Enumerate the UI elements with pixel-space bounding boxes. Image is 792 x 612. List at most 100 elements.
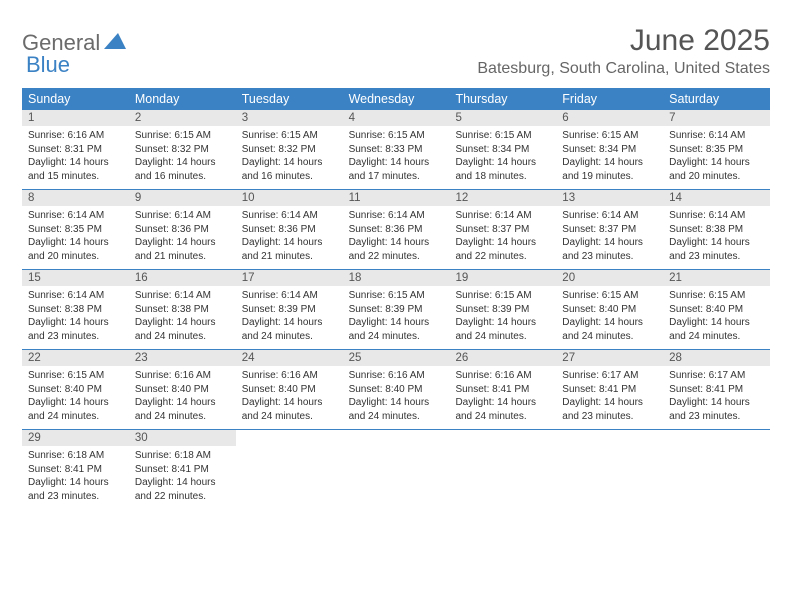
day-cell: 26Sunrise: 6:16 AMSunset: 8:41 PMDayligh… [449, 350, 556, 429]
day-header-thursday: Thursday [449, 88, 556, 110]
day-details: Sunrise: 6:14 AMSunset: 8:38 PMDaylight:… [22, 286, 129, 349]
day-details: Sunrise: 6:17 AMSunset: 8:41 PMDaylight:… [663, 366, 770, 429]
day-details: Sunrise: 6:14 AMSunset: 8:38 PMDaylight:… [663, 206, 770, 269]
week-row: 29Sunrise: 6:18 AMSunset: 8:41 PMDayligh… [22, 430, 770, 509]
day-details: Sunrise: 6:14 AMSunset: 8:36 PMDaylight:… [236, 206, 343, 269]
day-details: Sunrise: 6:14 AMSunset: 8:36 PMDaylight:… [129, 206, 236, 269]
day-details: Sunrise: 6:15 AMSunset: 8:32 PMDaylight:… [236, 126, 343, 189]
day-details: Sunrise: 6:14 AMSunset: 8:35 PMDaylight:… [663, 126, 770, 189]
week-row: 15Sunrise: 6:14 AMSunset: 8:38 PMDayligh… [22, 270, 770, 350]
day-cell: 18Sunrise: 6:15 AMSunset: 8:39 PMDayligh… [343, 270, 450, 349]
day-cell: 27Sunrise: 6:17 AMSunset: 8:41 PMDayligh… [556, 350, 663, 429]
day-number: 18 [343, 270, 450, 286]
day-details: Sunrise: 6:15 AMSunset: 8:33 PMDaylight:… [343, 126, 450, 189]
day-number: 27 [556, 350, 663, 366]
empty-cell [343, 430, 450, 509]
day-cell: 19Sunrise: 6:15 AMSunset: 8:39 PMDayligh… [449, 270, 556, 349]
logo-triangle-icon [104, 33, 126, 54]
day-cell: 21Sunrise: 6:15 AMSunset: 8:40 PMDayligh… [663, 270, 770, 349]
day-number: 16 [129, 270, 236, 286]
day-number: 6 [556, 110, 663, 126]
day-cell: 25Sunrise: 6:16 AMSunset: 8:40 PMDayligh… [343, 350, 450, 429]
day-cell: 1Sunrise: 6:16 AMSunset: 8:31 PMDaylight… [22, 110, 129, 189]
day-details: Sunrise: 6:15 AMSunset: 8:40 PMDaylight:… [663, 286, 770, 349]
day-header-friday: Friday [556, 88, 663, 110]
week-row: 1Sunrise: 6:16 AMSunset: 8:31 PMDaylight… [22, 110, 770, 190]
title-block: June 2025 Batesburg, South Carolina, Uni… [477, 24, 770, 78]
day-number: 14 [663, 190, 770, 206]
day-header-wednesday: Wednesday [343, 88, 450, 110]
page-header: General June 2025 Batesburg, South Carol… [22, 24, 770, 78]
day-cell: 10Sunrise: 6:14 AMSunset: 8:36 PMDayligh… [236, 190, 343, 269]
day-number: 28 [663, 350, 770, 366]
day-number: 29 [22, 430, 129, 446]
day-number: 21 [663, 270, 770, 286]
day-number: 19 [449, 270, 556, 286]
day-number: 30 [129, 430, 236, 446]
day-cell: 16Sunrise: 6:14 AMSunset: 8:38 PMDayligh… [129, 270, 236, 349]
empty-cell [236, 430, 343, 509]
day-cell: 3Sunrise: 6:15 AMSunset: 8:32 PMDaylight… [236, 110, 343, 189]
day-details: Sunrise: 6:18 AMSunset: 8:41 PMDaylight:… [22, 446, 129, 509]
day-cell: 20Sunrise: 6:15 AMSunset: 8:40 PMDayligh… [556, 270, 663, 349]
day-details: Sunrise: 6:14 AMSunset: 8:38 PMDaylight:… [129, 286, 236, 349]
week-row: 22Sunrise: 6:15 AMSunset: 8:40 PMDayligh… [22, 350, 770, 430]
day-cell: 13Sunrise: 6:14 AMSunset: 8:37 PMDayligh… [556, 190, 663, 269]
month-title: June 2025 [477, 24, 770, 58]
day-cell: 6Sunrise: 6:15 AMSunset: 8:34 PMDaylight… [556, 110, 663, 189]
day-cell: 7Sunrise: 6:14 AMSunset: 8:35 PMDaylight… [663, 110, 770, 189]
empty-cell [556, 430, 663, 509]
day-details: Sunrise: 6:14 AMSunset: 8:36 PMDaylight:… [343, 206, 450, 269]
empty-cell [663, 430, 770, 509]
day-number: 25 [343, 350, 450, 366]
day-details: Sunrise: 6:15 AMSunset: 8:34 PMDaylight:… [556, 126, 663, 189]
weeks-container: 1Sunrise: 6:16 AMSunset: 8:31 PMDaylight… [22, 110, 770, 509]
day-number: 13 [556, 190, 663, 206]
day-number: 17 [236, 270, 343, 286]
day-number: 20 [556, 270, 663, 286]
day-number: 3 [236, 110, 343, 126]
day-header-sunday: Sunday [22, 88, 129, 110]
empty-cell [449, 430, 556, 509]
week-row: 8Sunrise: 6:14 AMSunset: 8:35 PMDaylight… [22, 190, 770, 270]
day-details: Sunrise: 6:14 AMSunset: 8:37 PMDaylight:… [556, 206, 663, 269]
calendar-grid: SundayMondayTuesdayWednesdayThursdayFrid… [22, 88, 770, 509]
day-number: 7 [663, 110, 770, 126]
day-cell: 29Sunrise: 6:18 AMSunset: 8:41 PMDayligh… [22, 430, 129, 509]
day-number: 10 [236, 190, 343, 206]
day-details: Sunrise: 6:14 AMSunset: 8:39 PMDaylight:… [236, 286, 343, 349]
day-details: Sunrise: 6:15 AMSunset: 8:40 PMDaylight:… [556, 286, 663, 349]
day-cell: 28Sunrise: 6:17 AMSunset: 8:41 PMDayligh… [663, 350, 770, 429]
day-number: 4 [343, 110, 450, 126]
day-number: 22 [22, 350, 129, 366]
day-headers-row: SundayMondayTuesdayWednesdayThursdayFrid… [22, 88, 770, 110]
location-text: Batesburg, South Carolina, United States [477, 60, 770, 78]
day-details: Sunrise: 6:15 AMSunset: 8:39 PMDaylight:… [343, 286, 450, 349]
day-cell: 17Sunrise: 6:14 AMSunset: 8:39 PMDayligh… [236, 270, 343, 349]
day-number: 1 [22, 110, 129, 126]
day-details: Sunrise: 6:18 AMSunset: 8:41 PMDaylight:… [129, 446, 236, 509]
day-cell: 11Sunrise: 6:14 AMSunset: 8:36 PMDayligh… [343, 190, 450, 269]
day-cell: 24Sunrise: 6:16 AMSunset: 8:40 PMDayligh… [236, 350, 343, 429]
day-cell: 4Sunrise: 6:15 AMSunset: 8:33 PMDaylight… [343, 110, 450, 189]
day-cell: 9Sunrise: 6:14 AMSunset: 8:36 PMDaylight… [129, 190, 236, 269]
day-cell: 14Sunrise: 6:14 AMSunset: 8:38 PMDayligh… [663, 190, 770, 269]
day-header-tuesday: Tuesday [236, 88, 343, 110]
day-details: Sunrise: 6:16 AMSunset: 8:31 PMDaylight:… [22, 126, 129, 189]
day-number: 12 [449, 190, 556, 206]
day-details: Sunrise: 6:15 AMSunset: 8:39 PMDaylight:… [449, 286, 556, 349]
day-details: Sunrise: 6:16 AMSunset: 8:40 PMDaylight:… [343, 366, 450, 429]
day-details: Sunrise: 6:14 AMSunset: 8:37 PMDaylight:… [449, 206, 556, 269]
day-cell: 15Sunrise: 6:14 AMSunset: 8:38 PMDayligh… [22, 270, 129, 349]
logo-sub: Blue [26, 52, 70, 78]
day-cell: 8Sunrise: 6:14 AMSunset: 8:35 PMDaylight… [22, 190, 129, 269]
day-number: 23 [129, 350, 236, 366]
day-details: Sunrise: 6:16 AMSunset: 8:40 PMDaylight:… [129, 366, 236, 429]
day-number: 11 [343, 190, 450, 206]
day-number: 9 [129, 190, 236, 206]
day-cell: 2Sunrise: 6:15 AMSunset: 8:32 PMDaylight… [129, 110, 236, 189]
day-number: 24 [236, 350, 343, 366]
day-number: 2 [129, 110, 236, 126]
day-number: 5 [449, 110, 556, 126]
day-header-monday: Monday [129, 88, 236, 110]
